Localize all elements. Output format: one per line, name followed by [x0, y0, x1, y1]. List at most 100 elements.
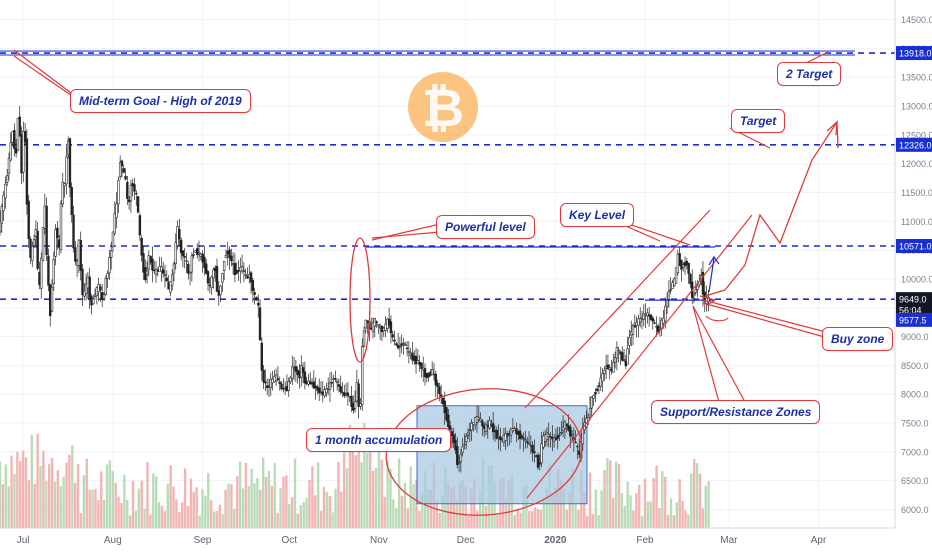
candle-body: [63, 183, 66, 186]
volume-bar: [331, 512, 334, 528]
candle-body: [497, 435, 500, 438]
price-tick-label: 7500.0: [901, 419, 929, 429]
volume-bar: [100, 471, 103, 528]
candle-body: [443, 400, 446, 414]
volume-bar: [568, 490, 571, 528]
candle-body: [465, 435, 468, 442]
candle-body: [335, 380, 339, 384]
volume-bar: [421, 493, 424, 528]
candle-body: [196, 248, 199, 255]
volume-bar: [207, 472, 210, 528]
volume-bar: [635, 493, 638, 528]
volume-bar: [235, 476, 239, 528]
volume-bar: [16, 451, 19, 528]
volume-bar: [88, 489, 91, 528]
volume-bar: [181, 502, 184, 528]
candle-body: [533, 451, 536, 454]
candle-body: [405, 347, 409, 350]
volume-bar: [230, 484, 233, 528]
volume-bar: [687, 514, 690, 528]
powerful-level-callout: Powerful level: [436, 215, 535, 239]
volume-bar: [629, 495, 632, 528]
candle-body: [291, 366, 294, 379]
current-price-tag: [896, 292, 932, 307]
current-price-tag-label: 56:04: [899, 306, 922, 316]
candle-body: [219, 285, 222, 296]
volume-bar: [519, 512, 522, 528]
candle-body: [40, 257, 43, 289]
volume-bar: [542, 497, 545, 528]
candle-body: [289, 377, 292, 382]
candle-body: [522, 437, 525, 440]
candle-body: [371, 322, 375, 333]
volume-bar: [594, 489, 598, 528]
price-tick-label: 9000.0: [901, 332, 929, 342]
volume-bar: [342, 452, 346, 528]
volume-bar: [308, 480, 311, 528]
volume-bar: [418, 510, 421, 528]
volume-bar: [562, 488, 566, 528]
volume-bar: [681, 500, 684, 528]
volume-bar: [528, 510, 531, 528]
volume-bar: [282, 476, 285, 528]
candle-body: [260, 342, 264, 371]
current-price-tag: [896, 312, 932, 327]
candle-body: [179, 239, 183, 254]
candle-body: [588, 407, 592, 417]
candle-body: [621, 352, 624, 361]
candle-body: [430, 369, 434, 376]
volume-bar: [94, 488, 97, 528]
volume-bar: [279, 487, 282, 528]
sr-pointer-line: [692, 305, 721, 407]
candle-body: [622, 359, 626, 361]
volume-bar: [218, 504, 222, 528]
candle-body: [36, 230, 39, 269]
candle-body: [649, 314, 653, 321]
buy-zone-swoosh: [705, 315, 729, 322]
candle-body: [603, 369, 606, 374]
volume-bar: [108, 460, 112, 528]
candle-body: [576, 445, 579, 448]
candle-body: [258, 307, 262, 341]
candle-body: [68, 138, 72, 188]
level-price-tag-label: 12326.0: [899, 140, 932, 150]
volume-bar: [661, 471, 664, 528]
volume-bar: [539, 509, 543, 528]
volume-bar: [290, 497, 294, 528]
candle-body: [606, 364, 610, 369]
candle-body: [479, 418, 482, 422]
volume-bar: [4, 464, 7, 528]
volume-bar: [195, 487, 198, 528]
candle-body: [330, 382, 333, 384]
powerful-level-ellipse: [349, 237, 371, 363]
midterm-pointer-line: [13, 55, 79, 101]
projected-path: [704, 119, 839, 297]
candle-body: [459, 453, 463, 462]
price-tick-label: 12500.0: [901, 130, 932, 140]
volume-bar: [221, 514, 224, 528]
volume-bar: [114, 482, 117, 528]
candle-body: [120, 160, 124, 167]
candle-body: [262, 370, 265, 383]
candle-body: [84, 283, 88, 295]
candle-body: [115, 203, 118, 218]
volume-bar: [189, 478, 193, 528]
level-price-tag-label: 10571.0: [899, 241, 932, 251]
current-price-tag-label: 9649.0: [899, 295, 927, 305]
candles-layer: [0, 105, 710, 473]
volume-bar: [476, 510, 479, 528]
volume-bar: [525, 484, 528, 528]
volume-bar: [392, 499, 395, 528]
volume-bar: [62, 476, 65, 528]
up-arrow-shaft: [708, 257, 715, 293]
bitcoin-logo-layer: ₿: [408, 72, 478, 142]
volume-bar: [82, 475, 86, 528]
candle-body: [109, 250, 113, 258]
candle-body: [325, 388, 328, 394]
volume-bar: [19, 461, 22, 528]
volume-bar: [198, 515, 201, 528]
volume-bar: [701, 508, 705, 528]
candle-body: [484, 423, 488, 432]
candle-body: [280, 383, 283, 390]
price-tick-label: 14500.0: [901, 15, 932, 25]
